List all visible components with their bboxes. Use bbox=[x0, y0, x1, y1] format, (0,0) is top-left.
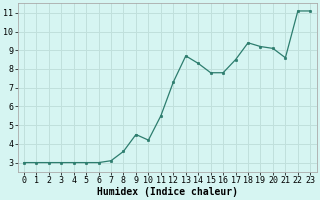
X-axis label: Humidex (Indice chaleur): Humidex (Indice chaleur) bbox=[97, 186, 237, 197]
